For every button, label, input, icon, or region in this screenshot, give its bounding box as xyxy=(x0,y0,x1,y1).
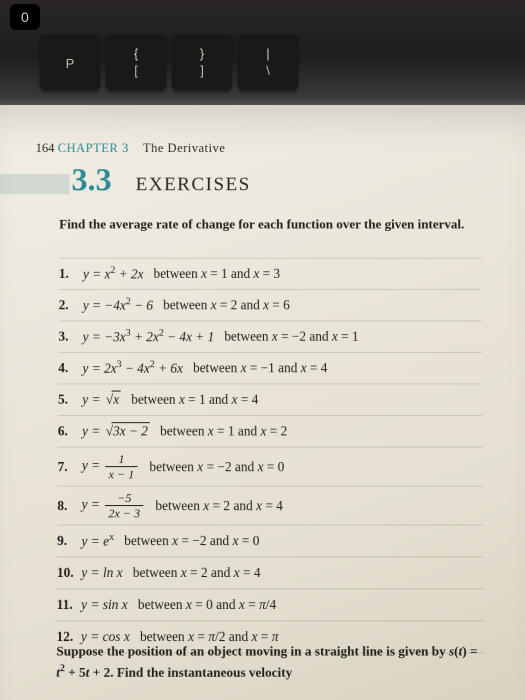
problem-equation: y = −52x − 3 xyxy=(82,492,146,520)
problem-equation: y = 3x − 2 xyxy=(82,423,150,439)
textbook-page: 164 CHAPTER 3 The Derivative 3.3 EXERCIS… xyxy=(0,105,525,700)
keyboard-key: P xyxy=(40,34,100,90)
problem-interval: between x = −1 and x = 4 xyxy=(193,360,327,376)
problem-number: 3. xyxy=(58,329,82,345)
problem-equation: y = ex xyxy=(81,532,114,550)
instruction-text: Find the average rate of change for each… xyxy=(59,215,479,233)
keyboard-key: {[ xyxy=(106,34,166,90)
section-number: 3.3 xyxy=(71,161,111,198)
section-title: EXERCISES xyxy=(136,174,251,196)
problem-number: 2. xyxy=(59,297,83,313)
chapter-title: The Derivative xyxy=(143,141,225,155)
problem-number: 5. xyxy=(58,392,82,408)
overlay-badge: 0 xyxy=(10,4,40,30)
problem-number: 7. xyxy=(58,458,82,474)
keyboard-key: |\ xyxy=(238,34,298,90)
problem-interval: between x = 1 and x = 3 xyxy=(153,266,280,282)
problem-equation: y = 2x3 − 4x2 + 6x xyxy=(82,359,183,377)
problem-row: 4.y = 2x3 − 4x2 + 6x between x = −1 and x… xyxy=(58,353,482,385)
keyboard-row: P{[}]|\ xyxy=(0,34,525,104)
problem-number: 1. xyxy=(59,266,83,282)
problem-equation: y = x2 + 2x xyxy=(83,265,144,283)
problem-interval: between x = 0 and x = π/4 xyxy=(138,597,276,614)
section-heading: 3.3 EXERCISES xyxy=(0,161,525,199)
problem-row: 11.y = sin x between x = 0 and x = π/4 xyxy=(57,589,484,621)
problem-equation: y = 1x − 1 xyxy=(82,453,140,481)
problem-row: 5.y = x between x = 1 and x = 4 xyxy=(58,384,482,416)
problem-number: 10. xyxy=(57,565,81,581)
problem-row: 6.y = 3x − 2 between x = 1 and x = 2 xyxy=(58,416,483,448)
problem-row: 8.y = −52x − 3 between x = 2 and x = 4 xyxy=(57,487,483,526)
page-number: 164 xyxy=(36,141,55,156)
problem-equation: y = −4x2 − 6 xyxy=(83,296,153,314)
problem-equation: y = x xyxy=(82,392,121,408)
followup-prompt: Suppose the position of an object moving… xyxy=(56,642,482,682)
problem-number: 4. xyxy=(58,360,82,376)
problem-number: 9. xyxy=(57,533,81,549)
problem-interval: between x = −2 and x = 0 xyxy=(124,533,259,549)
problem-equation: y = −3x3 + 2x2 − 4x + 1 xyxy=(83,328,215,346)
problem-row: 3.y = −3x3 + 2x2 − 4x + 1 between x = −2 … xyxy=(58,321,481,352)
problem-interval: between x = 1 and x = 2 xyxy=(160,423,287,439)
problem-list: 1.y = x2 + 2xbetween x = 1 and x = 32.y … xyxy=(56,258,484,654)
problem-equation: y = sin x xyxy=(81,597,128,614)
problem-equation: y = ln x xyxy=(81,565,122,581)
problem-interval: between x = −2 and x = 0 xyxy=(149,458,284,474)
photo-frame: 0 P{[}]|\ 164 CHAPTER 3 The Derivative 3… xyxy=(0,0,525,700)
keyboard-key: }] xyxy=(172,34,232,90)
problem-row: 2.y = −4x2 − 6 between x = 2 and x = 6 xyxy=(59,290,482,321)
problem-interval: between x = 2 and x = 6 xyxy=(163,297,290,313)
problem-interval: between x = 1 and x = 4 xyxy=(131,392,258,408)
problem-number: 6. xyxy=(58,423,82,439)
problem-number: 8. xyxy=(57,497,81,513)
chapter-label: CHAPTER 3 xyxy=(58,141,129,155)
problem-interval: between x = −2 and x = 1 xyxy=(224,329,358,345)
problem-row: 7.y = 1x − 1 between x = −2 and x = 0 xyxy=(57,448,482,487)
problem-row: 1.y = x2 + 2x between x = 1 and x = 3 xyxy=(59,258,482,290)
problem-number: 11. xyxy=(57,597,81,614)
problem-interval: between x = 2 and x = 4 xyxy=(133,565,261,581)
problem-row: 9.y = ex between x = −2 and x = 0 xyxy=(57,526,483,558)
problem-interval: between x = 2 and x = 4 xyxy=(155,497,283,513)
problem-row: 10.y = ln x between x = 2 and x = 4 xyxy=(57,557,484,589)
running-head: CHAPTER 3 The Derivative xyxy=(58,141,226,156)
